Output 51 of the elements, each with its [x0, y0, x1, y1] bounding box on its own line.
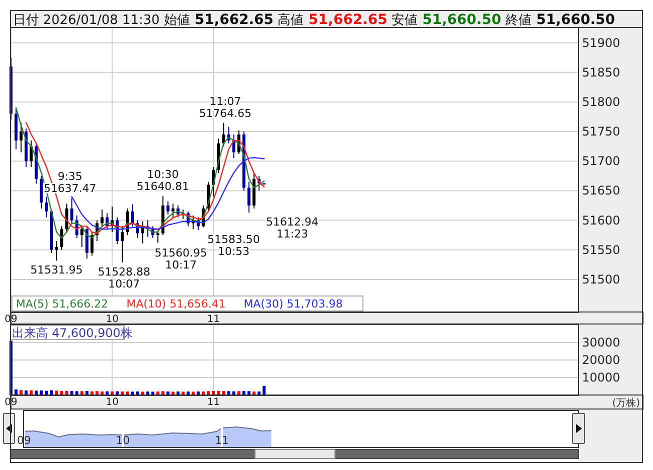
x-tick-label: 11	[207, 314, 220, 325]
x-tick-label: 10	[116, 434, 130, 447]
bar	[20, 390, 23, 395]
y-tick-label: 51900	[582, 36, 620, 50]
y-tick-label: 51650	[582, 184, 620, 198]
bar	[262, 386, 266, 395]
chart-title: 日付 2026/01/08 11:30 始値 51,662.65 高値 51,662.65 安値 51,660.50 終値 51,660.50	[13, 12, 616, 28]
candlestick	[100, 209, 104, 228]
candlestick	[90, 232, 94, 256]
candlestick	[131, 204, 134, 227]
candlestick	[247, 181, 250, 214]
text: MA(10) 51,656.41	[126, 298, 226, 310]
y-tick-label: 51550	[582, 242, 620, 257]
text: MA(30) 51,703.98	[244, 298, 343, 310]
candlestick	[65, 203, 68, 233]
x-tick-label: 10	[106, 397, 119, 408]
candlestick	[44, 196, 48, 218]
candlestick	[40, 175, 43, 209]
annotation: 51612.94 11:23	[266, 216, 319, 241]
bar	[14, 389, 18, 395]
x-tick-label: 10	[106, 314, 119, 325]
candlestick	[222, 122, 226, 147]
candlestick	[172, 203, 174, 218]
y-tick-label: 30000	[582, 336, 620, 350]
candlestick	[20, 122, 23, 153]
y-tick-label: 51500	[582, 272, 620, 286]
candlestick	[60, 226, 64, 250]
y-tick-label: 10000	[582, 370, 620, 384]
x-tick-label: 11	[207, 397, 220, 408]
candlestick	[55, 240, 58, 262]
candlestick	[80, 226, 84, 248]
candlestick	[166, 200, 170, 215]
y-tick-label: 51850	[582, 65, 620, 80]
candlestick	[70, 198, 74, 224]
annotation: 51531.95	[30, 264, 83, 277]
chart-title: 出来高 47,600,900株	[12, 326, 133, 340]
y-tick-label: 51800	[582, 94, 620, 109]
text: MA(5) 51,666.22	[16, 298, 108, 310]
annotation: 10:30 51640.81	[136, 168, 190, 194]
annotation: 11:07 51764.65	[199, 94, 252, 120]
candlestick	[85, 226, 88, 260]
y-axis-title: (万株)	[612, 397, 640, 409]
annotation: 51560.95 10:17	[154, 246, 208, 272]
annotation: 51528.88 10:07	[98, 265, 150, 290]
x-tick-label: 11	[214, 434, 229, 447]
y-tick-label: 51600	[582, 213, 620, 228]
candlestick	[120, 226, 124, 263]
annotation: 51583.50 10:53	[207, 233, 260, 258]
y-tick-label: 51700	[582, 154, 620, 168]
y-tick-label: 51750	[582, 124, 620, 139]
y-tick-label: 20000	[582, 353, 620, 367]
